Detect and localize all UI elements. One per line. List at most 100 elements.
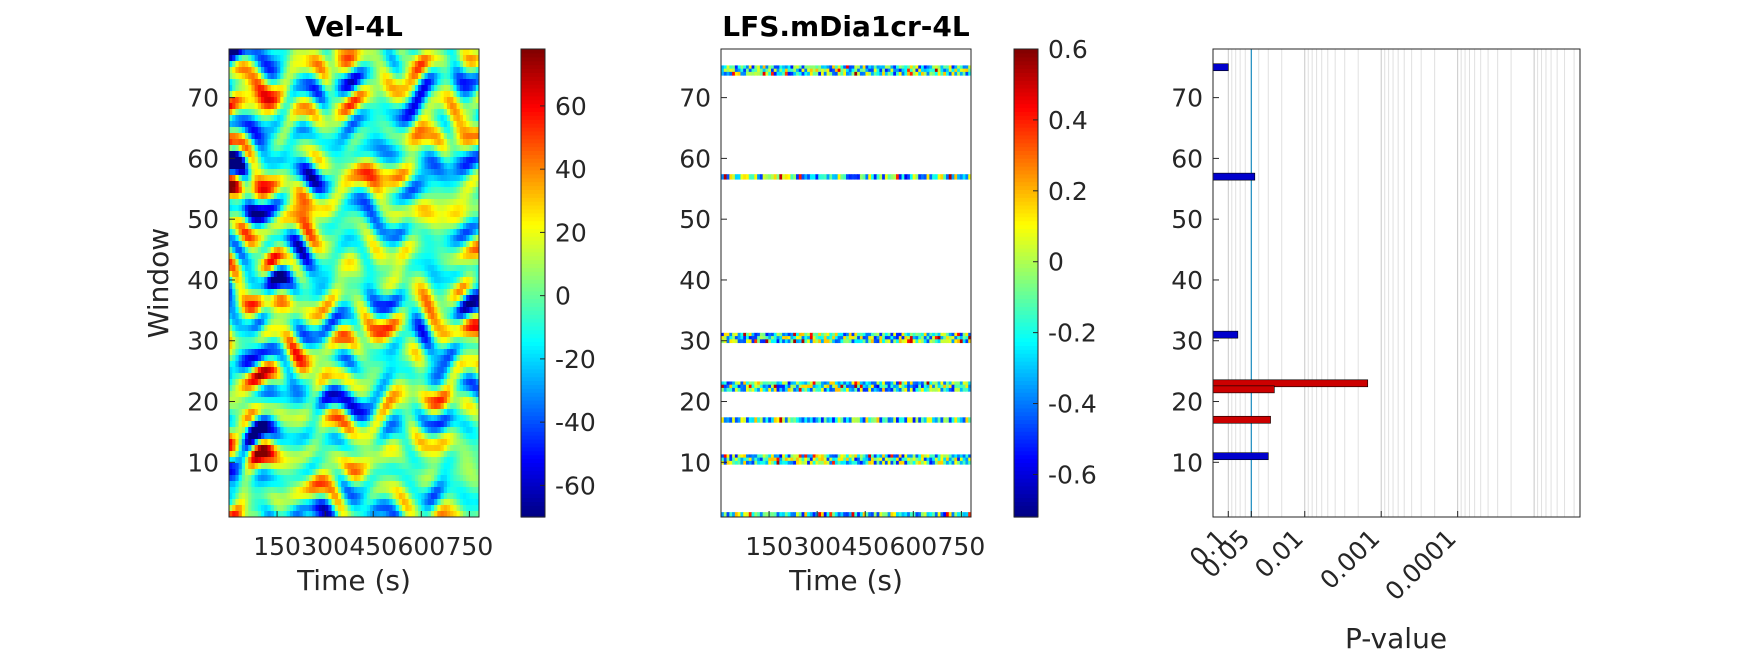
- heatmap-cell: [309, 247, 313, 254]
- heatmap-cell: [469, 295, 474, 302]
- heatmap-cell: [456, 247, 461, 254]
- heatmap-cell: [315, 421, 320, 428]
- heatmap-cell: [344, 289, 349, 296]
- heatmap-cell: [283, 373, 288, 380]
- heatmap-cell: [453, 121, 458, 128]
- heatmap-cell: [370, 409, 374, 416]
- heatmap-cell: [414, 169, 419, 176]
- heatmap-cell: [261, 175, 265, 182]
- heatmap-cell: [325, 223, 329, 230]
- heatmap-cell: [434, 253, 438, 260]
- heatmap-cell: [373, 235, 377, 242]
- heatmap-cell: [386, 151, 390, 158]
- heatmap-cell: [309, 193, 313, 200]
- heatmap-cell: [430, 421, 435, 428]
- heatmap-cell: [312, 151, 317, 158]
- heatmap-cell: [296, 319, 301, 326]
- heatmap-cell: [370, 355, 374, 362]
- heatmap-cell: [408, 313, 413, 320]
- heatmap-cell: [337, 79, 342, 86]
- heatmap-cell: [357, 127, 361, 134]
- heatmap-cell: [370, 301, 374, 308]
- heatmap-cell: [264, 289, 268, 296]
- heatmap-cell: [469, 391, 474, 398]
- heatmap-cell: [472, 403, 477, 410]
- heatmap-cell: [341, 67, 345, 74]
- heatmap-cell: [354, 85, 358, 92]
- heatmap-cell: [289, 163, 294, 170]
- heatmap-cell: [309, 337, 313, 344]
- heatmap-cell: [341, 223, 345, 230]
- heatmap-cell: [299, 253, 304, 260]
- heatmap-cell: [289, 355, 294, 362]
- heatmap-cell: [235, 115, 240, 122]
- heatmap-cell: [389, 259, 393, 266]
- heatmap-cell: [267, 139, 272, 146]
- heatmap-cell: [245, 109, 249, 116]
- heatmap-cell: [315, 367, 320, 374]
- heatmap-cell: [331, 313, 336, 320]
- heatmap-cell: [334, 205, 339, 212]
- heatmap-cell: [379, 385, 384, 392]
- heatmap-cell: [411, 313, 416, 320]
- heatmap-cell: [475, 205, 480, 212]
- heatmap-cell: [238, 181, 243, 188]
- heatmap-cell: [337, 91, 342, 98]
- heatmap-cell: [261, 253, 265, 260]
- heatmap-cell: [302, 289, 307, 296]
- heatmap-cell: [270, 217, 275, 224]
- heatmap-cell: [373, 367, 377, 374]
- heatmap-cell: [293, 49, 297, 56]
- heatmap-cell: [363, 391, 368, 398]
- heatmap-cell: [280, 373, 284, 380]
- heatmap-cell: [379, 343, 384, 350]
- heatmap-cell: [398, 217, 403, 224]
- heatmap-cell: [251, 295, 256, 302]
- heatmap-cell: [386, 121, 390, 128]
- heatmap-cell: [427, 133, 432, 140]
- heatmap-cell: [402, 55, 406, 62]
- heatmap-cell: [398, 337, 403, 344]
- heatmap-cell: [437, 85, 442, 92]
- heatmap-cell: [273, 127, 278, 134]
- heatmap-cell: [341, 385, 345, 392]
- heatmap-cell: [389, 217, 393, 224]
- heatmap-cell: [466, 97, 470, 104]
- heatmap-cell: [424, 139, 429, 146]
- heatmap-cell: [418, 253, 422, 260]
- heatmap-cell: [261, 313, 265, 320]
- heatmap-cell: [232, 169, 236, 176]
- heatmap-cell: [462, 217, 467, 224]
- heatmap-cell: [466, 229, 470, 236]
- heatmap-cell: [414, 307, 419, 314]
- heatmap-cell: [283, 133, 288, 140]
- heatmap-cell: [446, 349, 451, 356]
- heatmap-cell: [370, 133, 374, 140]
- heatmap-cell: [395, 409, 400, 416]
- heatmap-cell: [334, 427, 339, 434]
- heatmap-cell: [421, 427, 426, 434]
- heatmap-cell: [305, 67, 310, 74]
- heatmap-cell: [402, 79, 406, 86]
- heatmap-cell: [363, 193, 368, 200]
- heatmap-cell: [395, 235, 400, 242]
- heatmap-cell: [392, 235, 397, 242]
- heatmap-cell: [241, 427, 246, 434]
- heatmap-cell: [437, 49, 442, 56]
- heatmap-cell: [289, 79, 294, 86]
- heatmap-cell: [254, 361, 259, 368]
- heatmap-cell: [389, 109, 393, 116]
- heatmap-cell: [254, 97, 259, 104]
- heatmap-cell: [373, 73, 377, 80]
- heatmap-cell: [360, 343, 365, 350]
- heatmap-cell: [434, 247, 438, 254]
- heatmap-cell: [251, 133, 256, 140]
- heatmap-cell: [289, 169, 294, 176]
- heatmap-cell: [299, 211, 304, 218]
- heatmap-cell: [245, 403, 249, 410]
- heatmap-cell: [277, 373, 281, 380]
- heatmap-cell: [366, 79, 371, 86]
- heatmap-cell: [305, 253, 310, 260]
- heatmap-cell: [235, 259, 240, 266]
- heatmap-cell: [267, 367, 272, 374]
